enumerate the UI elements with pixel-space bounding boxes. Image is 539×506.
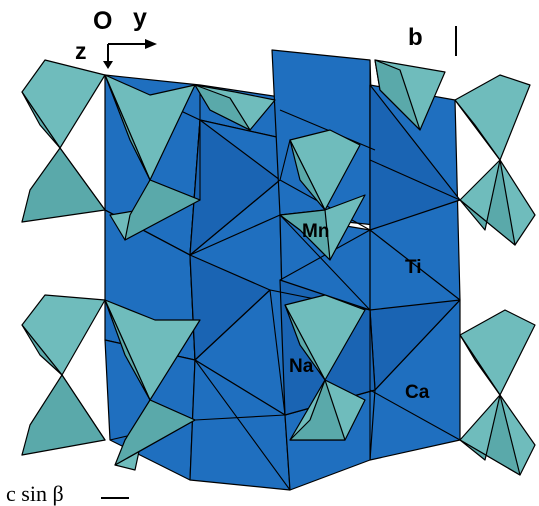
b-axis-label: b	[408, 24, 423, 51]
atom-label-ca: Ca	[405, 382, 430, 403]
c-scale-bar	[101, 497, 129, 499]
b-scale-bar	[455, 26, 457, 56]
atom-label-na: Na	[289, 356, 314, 377]
origin-label: O	[93, 7, 113, 35]
c-scale-label: c sin β	[6, 481, 64, 506]
atom-label-ti: Ti	[405, 257, 422, 278]
atom-label-mn: Mn	[302, 221, 330, 242]
z-axis-label: z	[75, 38, 87, 64]
z-arrow-icon	[103, 61, 113, 69]
y-arrow-icon	[145, 39, 157, 49]
tetrahedra	[21, 59, 536, 476]
axis-arrows	[103, 39, 157, 69]
y-axis-label: y	[133, 4, 147, 32]
